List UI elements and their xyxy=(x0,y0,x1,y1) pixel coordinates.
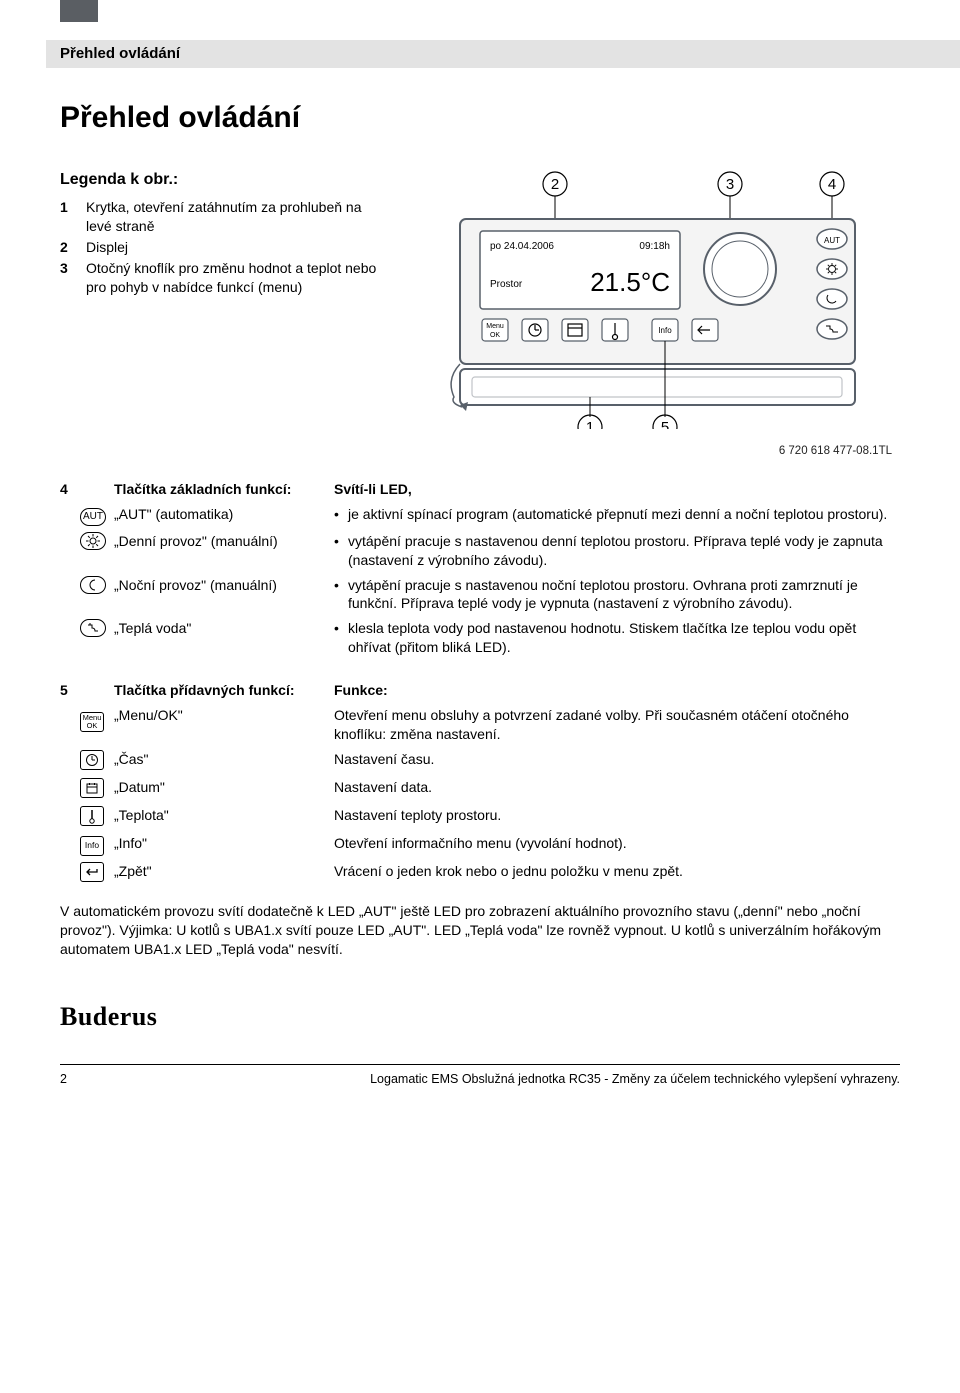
svg-text:Menu: Menu xyxy=(486,323,504,330)
callout-3: 3 xyxy=(726,176,734,193)
legend-block: Legenda k obr.: 1 Krytka, otevření zatáh… xyxy=(60,169,380,299)
page-footer: 2 Logamatic EMS Obslužná jednotka RC35 -… xyxy=(60,1064,900,1088)
callout-4: 4 xyxy=(828,176,836,193)
callout-2: 2 xyxy=(551,176,559,193)
table-row: AUT „AUT" (automatika) je aktivní spínac… xyxy=(60,502,900,529)
tap-icon xyxy=(80,619,106,637)
table-row: „Čas" Nastavení času. xyxy=(60,747,900,775)
display-time: 09:18h xyxy=(639,241,670,252)
table-row: „Noční provoz" (manuální) vytápění pracu… xyxy=(60,573,900,617)
device-svg: 2 3 4 po 24.04.2006 09:18h Prostor 21.5°… xyxy=(440,169,870,429)
footer-doc-title: Logamatic EMS Obslužná jednotka RC35 - Z… xyxy=(370,1071,900,1088)
device-figure: 2 3 4 po 24.04.2006 09:18h Prostor 21.5°… xyxy=(410,169,900,434)
primary-functions-table: 4 Tlačítka základních funkcí: Svítí-li L… xyxy=(60,477,900,660)
page-tab xyxy=(60,0,98,22)
legend-item: 3 Otočný knoflík pro změnu hodnot a tepl… xyxy=(60,259,380,297)
moon-icon xyxy=(80,576,106,594)
display-temp: 21.5°C xyxy=(590,267,670,297)
table-row: „Teplota" Nastavení teploty prostoru. xyxy=(60,803,900,832)
page-number: 2 xyxy=(60,1071,67,1088)
table-row: Info „Info" Otevření informačního menu (… xyxy=(60,831,900,859)
legend-heading: Legenda k obr.: xyxy=(60,169,380,191)
table-row: „Zpět" Vrácení o jeden krok nebo o jednu… xyxy=(60,859,900,886)
display-date: po 24.04.2006 xyxy=(490,241,554,252)
menu-ok-icon: MenuOK xyxy=(80,712,104,732)
aut-icon: AUT xyxy=(80,508,106,526)
table-row: MenuOK „Menu/OK" Otevření menu obsluhy a… xyxy=(60,703,900,747)
table-row: „Datum" Nastavení data. xyxy=(60,775,900,803)
table-row: „Teplá voda" klesla teplota vody pod nas… xyxy=(60,616,900,660)
clock-icon xyxy=(80,750,104,770)
table-row: „Denní provoz" (manuální) vytápění pracu… xyxy=(60,529,900,573)
page-title: Přehled ovládání xyxy=(60,98,900,139)
thermometer-icon xyxy=(80,806,104,826)
legend-item: 2 Displej xyxy=(60,238,380,257)
display-label: Prostor xyxy=(490,279,523,290)
svg-text:Info: Info xyxy=(658,326,672,335)
legend-item: 1 Krytka, otevření zatáhnutím za prohlub… xyxy=(60,198,380,236)
section-header: Přehled ovládání xyxy=(46,40,960,68)
back-icon xyxy=(80,862,104,882)
secondary-functions-table: 5 Tlačítka přídavných funkcí: Funkce: Me… xyxy=(60,678,900,886)
side-btn-aut: AUT xyxy=(824,236,840,245)
svg-text:OK: OK xyxy=(490,332,500,339)
calendar-icon xyxy=(80,778,104,798)
info-icon: Info xyxy=(80,836,104,856)
callout-1: 1 xyxy=(586,419,594,429)
callout-5: 5 xyxy=(661,419,669,429)
figure-caption: 6 720 618 477-08.1TL xyxy=(779,445,892,457)
sun-icon xyxy=(80,532,106,550)
bottom-paragraph: V automatickém provozu svítí dodatečně k… xyxy=(60,902,900,959)
brand-logo: Buderus xyxy=(60,999,900,1034)
